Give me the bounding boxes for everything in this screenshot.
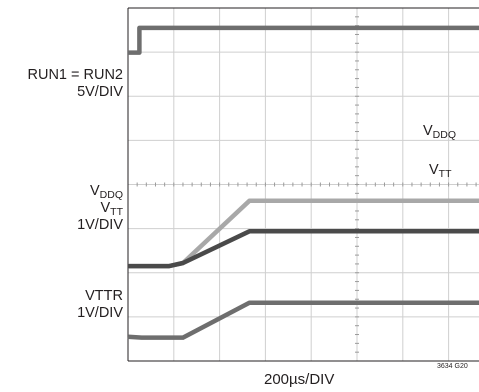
trace-run	[128, 25, 479, 55]
trace-vtt	[128, 229, 479, 269]
run-name-label: RUN1 = RUN2	[27, 67, 123, 83]
grid	[127, 7, 479, 362]
traces	[127, 25, 479, 340]
vtt-left-label: VTT	[100, 200, 124, 218]
vttr-name-label: VTTR	[85, 288, 123, 304]
run-scale-label: 5V/DIV	[77, 84, 123, 100]
vddq-vtt-scale-label: 1V/DIV	[77, 217, 123, 233]
vddq-vtt-label: VDDQ VTT 1V/DIV	[77, 183, 123, 234]
trace-vttr	[127, 300, 479, 340]
x-scale-label: 200µs/DIV	[264, 371, 335, 388]
vttr-scale-label: 1V/DIV	[77, 305, 123, 321]
vddq-trace-label: VDDQ	[423, 123, 457, 141]
vddq-left-label: VDDQ	[89, 183, 123, 201]
vtt-trace-label: VTT	[429, 162, 452, 180]
figure-code: 3634 G20	[437, 363, 468, 370]
run-label: RUN1 = RUN2 5V/DIV	[28, 67, 123, 101]
vttr-label: VTTR 1V/DIV	[77, 288, 123, 322]
